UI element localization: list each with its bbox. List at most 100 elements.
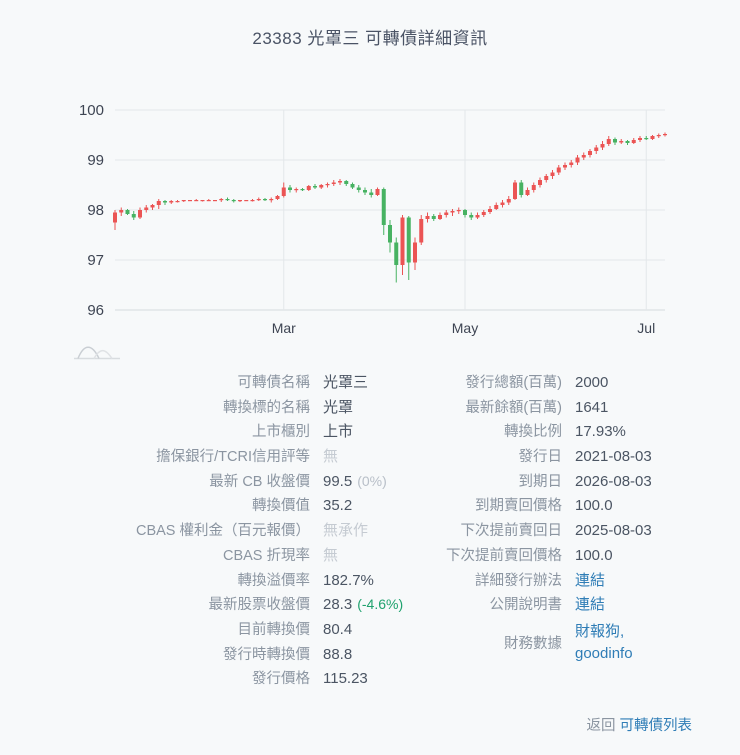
detail-row: 發行總額(百萬) 2000: [436, 371, 736, 396]
field-value-text: 35.2: [323, 497, 353, 515]
detail-row: CBAS 折現率無: [46, 544, 422, 569]
field-value: 35.2: [323, 497, 352, 514]
field-value-text: 2021-08-03: [575, 448, 652, 466]
field-value: 100.0: [575, 547, 613, 564]
svg-text:96: 96: [87, 302, 104, 319]
svg-text:May: May: [452, 320, 478, 336]
y-axis-labels: 96 97 98 99 100: [79, 102, 104, 319]
field-value: 17.93%: [575, 423, 626, 440]
svg-text:98: 98: [87, 202, 104, 219]
detail-row: 可轉債名稱 光罩三: [46, 371, 422, 396]
field-label: 下次提前賣回價格: [446, 547, 562, 564]
detail-link[interactable]: 連結: [575, 596, 606, 614]
svg-text:100: 100: [79, 102, 104, 119]
field-label: 財務數據: [504, 636, 562, 653]
detail-row: 轉換標的名稱 光罩: [46, 396, 422, 421]
footer-nav: 返回 可轉債列表: [0, 714, 740, 735]
field-value: 2026-08-03: [575, 473, 652, 490]
field-value: 88.8: [323, 646, 352, 663]
detail-row: 轉換價值 35.2: [46, 494, 422, 519]
field-label: CBAS 權利金（百元報價）: [135, 523, 310, 540]
field-label: 上市櫃別: [252, 424, 310, 441]
field-value: 無: [323, 448, 339, 466]
field-value-text: 1641: [575, 398, 609, 416]
field-value-text: 光罩三: [323, 374, 369, 391]
field-label: 下次提前賣回日: [460, 523, 563, 540]
detail-row: 到期賣回價格 100.0: [436, 494, 736, 519]
detail-row: 財務數據 財報狗, goodinfo: [436, 618, 736, 667]
field-value: 光罩三: [323, 371, 368, 392]
field-value-text: 80.4: [323, 620, 353, 638]
detail-row: 轉換比例 17.93%: [436, 420, 736, 445]
field-value: 無: [323, 546, 339, 564]
detail-row: 公開說明書 連結: [436, 593, 736, 618]
field-label: 轉換比例: [504, 424, 562, 441]
field-value: 182.7%: [323, 572, 374, 589]
detail-row: 下次提前賣回日 2025-08-03: [436, 519, 736, 544]
svg-text:97: 97: [87, 252, 104, 269]
field-value: 28.3 (-4.6%): [323, 596, 403, 613]
details-right-column: 發行總額(百萬) 2000 最新餘額(百萬) 1641 轉換比例 17.93% 發行日 202…: [436, 371, 736, 692]
field-value: 2025-08-03: [575, 522, 652, 539]
price-chart[interactable]: 96 97 98 99 100 Mar May Jul: [0, 95, 740, 340]
detail-row: 下次提前賣回價格 100.0: [436, 544, 736, 569]
details-left-column: 可轉債名稱 光罩三 轉換標的名稱 光罩 上市櫃別 上市 擔保銀行/TCRI信用評等無最新 C…: [46, 371, 422, 692]
field-label: 最新股票收盤價: [208, 597, 311, 614]
candlestick-chart-canvas[interactable]: 96 97 98 99 100 Mar May Jul: [0, 95, 740, 340]
field-value: 115.23: [323, 670, 368, 687]
field-label: 轉換溢價率: [237, 572, 311, 589]
field-value: 2021-08-03: [575, 448, 652, 465]
field-change: (0%): [357, 472, 387, 489]
detail-row: 最新餘額(百萬) 1641: [436, 396, 736, 421]
detail-link[interactable]: goodinfo: [575, 644, 633, 662]
bond-details: 可轉債名稱 光罩三 轉換標的名稱 光罩 上市櫃別 上市 擔保銀行/TCRI信用評等無最新 C…: [0, 371, 740, 692]
detail-row: 詳細發行辦法 連結: [436, 569, 736, 594]
field-value: 100.0: [575, 497, 613, 514]
field-value-text: 28.3: [323, 596, 353, 614]
candles-series: [113, 132, 667, 283]
field-value: 1641: [575, 399, 608, 416]
detail-link[interactable]: 連結: [575, 571, 606, 589]
detail-row: 到期日 2026-08-03: [436, 470, 736, 495]
field-value-text: 17.93%: [575, 423, 626, 441]
field-label: 轉換標的名稱: [223, 399, 310, 416]
field-label: 轉換價值: [252, 498, 310, 515]
field-value: 無承作: [323, 522, 369, 540]
detail-row: 發行日 2021-08-03: [436, 445, 736, 470]
field-label: CBAS 折現率: [222, 547, 310, 564]
field-value: 連結: [575, 569, 605, 590]
field-value: 80.4: [323, 621, 352, 638]
field-value-text: 2000: [575, 374, 609, 391]
area-chart-icon: [72, 341, 740, 363]
field-value: 2000: [575, 374, 608, 391]
field-label: 到期賣回價格: [475, 498, 562, 515]
field-value-text: 光罩: [323, 398, 354, 416]
detail-row: CBAS 權利金（百元報價） 無承作: [46, 519, 422, 544]
field-label: 最新 CB 收盤價: [209, 473, 310, 490]
field-label: 詳細發行辦法: [475, 572, 562, 589]
field-change: (-4.6%): [357, 596, 404, 613]
field-value: 連結: [575, 593, 605, 614]
detail-row: 發行時轉換價 88.8: [46, 643, 422, 668]
field-label: 發行時轉換價: [223, 646, 310, 663]
field-value-text: 100.0: [575, 546, 613, 564]
field-value-text: 100.0: [575, 497, 613, 515]
x-axis-labels: Mar May Jul: [272, 320, 656, 336]
field-label: 發行總額(百萬): [465, 375, 562, 391]
detail-row: 最新 CB 收盤價 99.5 (0%): [46, 470, 422, 495]
detail-row: 轉換溢價率 182.7%: [46, 569, 422, 594]
detail-link[interactable]: 財報狗,: [575, 622, 625, 640]
field-label: 最新餘額(百萬): [465, 399, 562, 416]
back-label: 返回: [586, 717, 616, 734]
field-value-text: 2025-08-03: [575, 522, 652, 540]
svg-text:Mar: Mar: [272, 320, 296, 336]
detail-row: 發行價格 115.23: [46, 667, 422, 692]
detail-row: 上市櫃別 上市: [46, 420, 422, 445]
field-value-text: 上市: [323, 423, 354, 441]
field-label: 到期日: [518, 473, 563, 490]
field-label: 可轉債名稱: [237, 375, 311, 391]
back-to-list-link[interactable]: 可轉債列表: [619, 717, 693, 734]
field-value: 財報狗, goodinfo: [575, 621, 633, 665]
field-label: 擔保銀行/TCRI信用評等: [156, 449, 310, 466]
